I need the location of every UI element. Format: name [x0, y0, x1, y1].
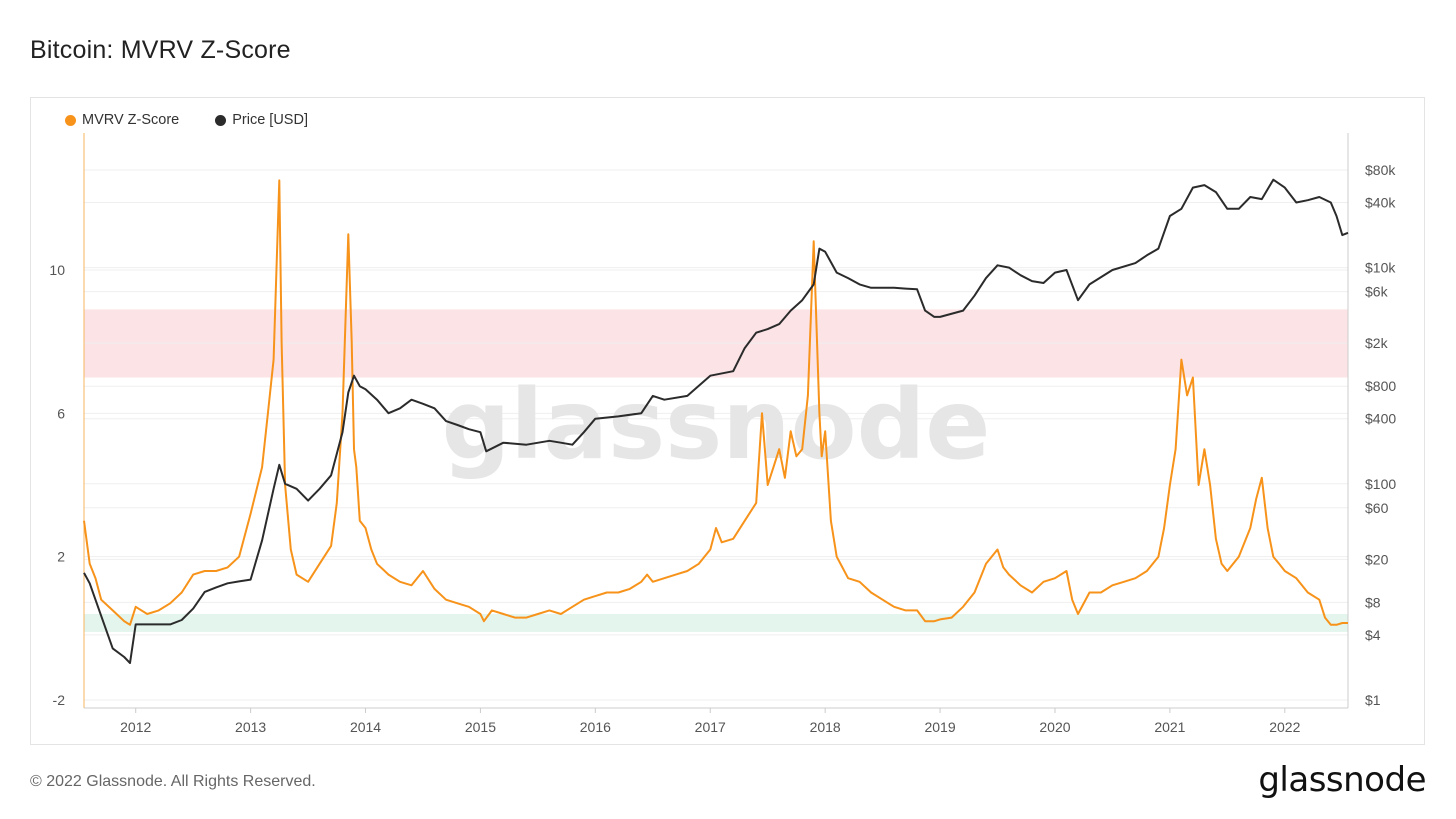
- legend-item-price[interactable]: Price [USD]: [215, 112, 308, 128]
- legend-label-price: Price [USD]: [232, 112, 308, 128]
- x-tick-label-1: 2013: [235, 719, 266, 735]
- right-tick-label-12: $1: [1365, 692, 1381, 708]
- right-tick-label-1: $40k: [1365, 195, 1396, 211]
- left-tick-label-3: -2: [53, 692, 66, 708]
- x-tick-label-5: 2017: [695, 719, 726, 735]
- x-tick-label-10: 2022: [1269, 719, 1300, 735]
- watermark-text: glassnode: [442, 369, 991, 481]
- copyright-text: © 2022 Glassnode. All Rights Reserved.: [30, 773, 316, 790]
- right-tick-label-11: $4: [1365, 627, 1381, 643]
- chart-title: Bitcoin: MVRV Z-Score: [30, 36, 291, 64]
- series-line-price: [83, 178, 1349, 664]
- x-tick-label-0: 2012: [120, 719, 151, 735]
- right-tick-label-5: $800: [1365, 378, 1396, 394]
- x-tick-label-3: 2015: [465, 719, 496, 735]
- right-tick-label-0: $80k: [1365, 162, 1396, 178]
- x-tick-label-6: 2018: [810, 719, 841, 735]
- chart-plot[interactable]: glassnode 10 6 2 -2 $80k $40k $10k $6k $2k $800 $40…: [31, 98, 1424, 744]
- left-tick-label-1: 6: [57, 405, 65, 421]
- x-tick-label-2: 2014: [350, 719, 381, 735]
- legend-dot-mvrv-icon: [65, 114, 76, 126]
- x-tick-label-8: 2020: [1039, 719, 1070, 735]
- chart-panel: MVRV Z-Score Price [USD] glassnode 10 6 2 -2…: [30, 97, 1425, 745]
- plot-area: [84, 133, 1348, 708]
- right-tick-label-3: $6k: [1365, 284, 1389, 300]
- legend-item-mvrv[interactable]: MVRV Z-Score: [65, 112, 179, 128]
- legend-dot-price-icon: [215, 114, 227, 126]
- chart-legend: MVRV Z-Score Price [USD]: [65, 112, 308, 128]
- right-tick-label-2: $10k: [1365, 260, 1396, 276]
- right-tick-label-6: $400: [1365, 411, 1396, 427]
- right-tick-label-9: $20: [1365, 551, 1389, 567]
- right-tick-label-10: $8: [1365, 594, 1381, 610]
- band-green: [84, 614, 1348, 632]
- x-tick-label-7: 2019: [924, 719, 955, 735]
- right-tick-label-7: $100: [1365, 476, 1396, 492]
- x-tick-label-9: 2021: [1154, 719, 1185, 735]
- right-tick-label-4: $2k: [1365, 335, 1389, 351]
- left-tick-label-2: 2: [57, 549, 65, 565]
- x-tick-label-4: 2016: [580, 719, 611, 735]
- left-tick-label-0: 10: [49, 262, 65, 278]
- glassnode-logo[interactable]: glassnode: [1258, 760, 1426, 800]
- right-tick-label-8: $60: [1365, 500, 1389, 516]
- legend-label-mvrv: MVRV Z-Score: [82, 112, 180, 128]
- series-line-mvrv: [83, 179, 1348, 626]
